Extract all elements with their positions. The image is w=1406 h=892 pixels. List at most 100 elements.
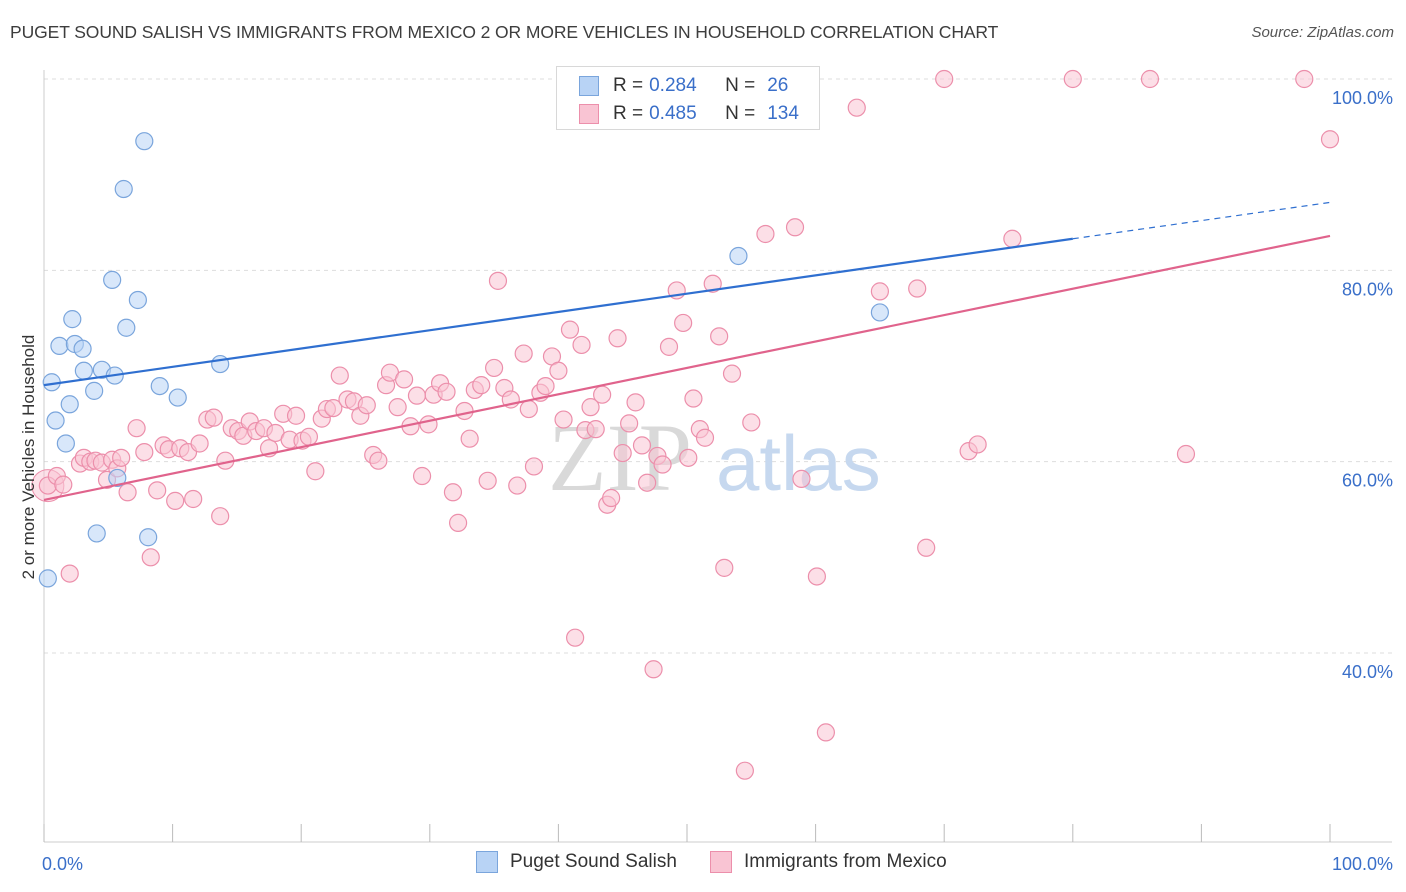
data-point xyxy=(85,381,104,400)
data-point xyxy=(108,468,127,488)
data-point xyxy=(632,436,652,455)
data-point xyxy=(148,481,167,500)
watermark: ZIP atlas xyxy=(548,404,881,511)
axes xyxy=(43,70,1392,843)
data-point xyxy=(729,246,748,266)
data-point xyxy=(870,282,890,301)
data-point xyxy=(917,538,936,557)
data-point xyxy=(653,455,672,474)
data-point xyxy=(756,224,775,244)
data-point xyxy=(448,513,468,532)
data-point xyxy=(638,473,657,492)
data-point xyxy=(695,428,715,447)
data-point xyxy=(785,218,805,237)
y-axis-label: 2 or more Vehicles in Household xyxy=(19,335,38,580)
data-point xyxy=(87,524,106,543)
data-point xyxy=(357,396,376,415)
tick-labels: 40.0% 60.0% 80.0% 100.0% 0.0% 100.0% xyxy=(42,88,1393,874)
data-point xyxy=(127,419,146,438)
data-point xyxy=(38,569,57,588)
trend-lines xyxy=(43,201,1331,502)
data-point xyxy=(407,386,427,405)
data-point xyxy=(141,548,160,567)
data-point xyxy=(190,434,209,453)
data-point xyxy=(299,427,319,446)
series-puget-sound-salish xyxy=(38,132,890,588)
r-value: 0.284 xyxy=(649,75,697,96)
y-tick-label: 100.0% xyxy=(1332,88,1393,108)
data-point xyxy=(50,336,69,356)
data-point xyxy=(644,660,663,679)
data-point xyxy=(549,361,568,380)
data-point xyxy=(735,761,754,780)
trend-line-extension xyxy=(1072,201,1331,240)
data-point xyxy=(460,429,479,448)
series-immigrants-from-mexico xyxy=(31,69,1340,780)
data-point xyxy=(674,313,693,333)
data-point xyxy=(679,448,698,467)
data-point xyxy=(74,361,93,380)
data-point xyxy=(581,398,600,417)
data-point xyxy=(684,389,703,408)
data-point xyxy=(593,385,612,404)
data-point xyxy=(602,488,621,508)
data-point xyxy=(1295,69,1314,89)
data-point xyxy=(419,415,438,434)
data-point xyxy=(60,564,79,583)
data-point xyxy=(128,290,147,310)
data-point xyxy=(168,388,187,407)
data-point xyxy=(659,337,679,356)
data-point xyxy=(710,327,729,346)
watermark-atlas: atlas xyxy=(716,419,881,507)
data-point xyxy=(60,395,79,414)
data-point xyxy=(117,318,136,337)
data-point xyxy=(118,483,137,502)
data-point xyxy=(150,376,169,396)
data-point xyxy=(166,491,185,510)
n-label: N = xyxy=(725,103,756,124)
data-point xyxy=(63,310,82,329)
data-point xyxy=(437,382,456,401)
data-point xyxy=(715,558,734,577)
legend-swatch-blue xyxy=(476,851,498,873)
data-point xyxy=(572,335,591,355)
data-point xyxy=(586,420,605,439)
trend-line xyxy=(43,237,1073,387)
data-point xyxy=(519,399,538,419)
data-point xyxy=(286,406,306,425)
legend-swatch-blue xyxy=(579,76,599,96)
data-point xyxy=(56,434,75,453)
data-point xyxy=(54,475,73,494)
r-label: R = xyxy=(613,103,644,124)
data-point xyxy=(792,469,811,488)
series-legend: Puget Sound Salish Immigrants from Mexic… xyxy=(0,851,1406,879)
y-tick-label: 40.0% xyxy=(1342,662,1393,682)
data-point xyxy=(472,376,491,395)
r-value: 0.485 xyxy=(649,103,697,124)
n-value: 26 xyxy=(767,75,789,96)
legend-swatch-pink xyxy=(579,104,599,124)
data-point xyxy=(135,443,154,462)
trend-line xyxy=(43,234,1331,502)
n-label: N = xyxy=(725,75,756,96)
source-label: Source: ZipAtlas.com xyxy=(1251,24,1394,41)
data-point xyxy=(394,370,414,389)
correlation-legend: R = 0.284 N = 26 R = 0.485 N = 134 xyxy=(556,66,820,130)
data-point xyxy=(412,466,432,486)
legend-label: Puget Sound Salish xyxy=(510,851,677,872)
data-point xyxy=(566,628,585,647)
y-tick-label: 60.0% xyxy=(1342,471,1393,491)
data-point xyxy=(1003,229,1022,248)
legend-item-immigrants-from-mexico: Immigrants from Mexico xyxy=(710,851,947,873)
data-point xyxy=(443,483,463,502)
data-point xyxy=(485,358,504,378)
legend-swatch-pink xyxy=(710,851,732,873)
data-point xyxy=(554,410,573,429)
data-point xyxy=(112,448,131,467)
data-point xyxy=(508,476,527,495)
x-tick-label: 100.0% xyxy=(1332,854,1393,874)
data-point xyxy=(524,457,544,476)
r-label: R = xyxy=(613,75,644,96)
data-point xyxy=(478,471,497,490)
